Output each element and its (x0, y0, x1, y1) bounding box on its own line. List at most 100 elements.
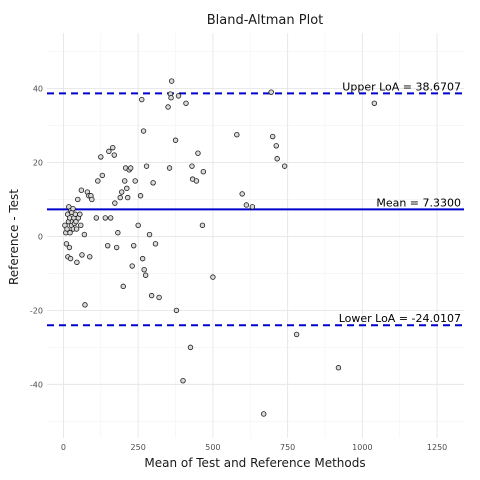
data-point (268, 89, 274, 95)
data-point (132, 178, 138, 184)
reference-line-label: Upper LoA = 38.6707 (342, 80, 461, 93)
grid (47, 33, 464, 438)
data-point (89, 196, 95, 203)
data-point (81, 231, 88, 238)
data-point (63, 241, 70, 247)
data-point (112, 200, 118, 206)
data-point (183, 100, 189, 106)
data-point (146, 231, 153, 238)
y-tick-label: -20 (30, 306, 43, 315)
data-point (117, 194, 123, 201)
data-point (172, 137, 179, 143)
data-point (243, 202, 250, 208)
data-point (150, 180, 156, 186)
data-point (66, 244, 73, 251)
data-point (67, 230, 73, 236)
x-tick-label: 1000 (352, 443, 372, 452)
data-point (78, 187, 85, 193)
data-point (139, 255, 146, 262)
data-point (74, 259, 80, 266)
chart-title: Bland-Altman Plot (207, 13, 324, 28)
data-point (87, 254, 93, 260)
data-point (249, 204, 256, 210)
data-point (125, 194, 131, 201)
data-point (281, 163, 288, 169)
data-point (273, 143, 279, 149)
data-point (156, 294, 162, 301)
reference-line-labels: Upper LoA = 38.6707 Mean = 7.3300 Lower Lo… (339, 80, 461, 325)
x-tick-label: 250 (131, 443, 146, 452)
y-tick-label: -40 (30, 380, 43, 389)
data-point (168, 78, 175, 84)
data-point (99, 172, 106, 179)
data-point (142, 272, 149, 278)
data-point (98, 154, 104, 160)
data-point (67, 255, 74, 262)
data-point (70, 205, 76, 212)
data-point (189, 163, 195, 169)
y-tick-label: 20 (33, 158, 43, 167)
data-point (82, 302, 88, 308)
x-axis-title: Mean of Test and Reference Methods (144, 456, 365, 470)
x-tick-label: 500 (205, 443, 220, 452)
data-point (293, 331, 300, 338)
data-point (210, 274, 216, 280)
data-point (193, 178, 200, 184)
data-point (195, 150, 201, 156)
data-point (173, 307, 180, 314)
data-point (102, 215, 108, 221)
y-axis-title: Reference - Test (7, 189, 21, 285)
x-tick-label: 0 (61, 443, 66, 452)
data-point (175, 93, 182, 99)
data-point (107, 215, 114, 221)
data-point (95, 178, 101, 184)
y-tick-labels: -40 -20 0 20 40 (30, 84, 43, 389)
data-point (200, 168, 207, 175)
data-point (137, 193, 144, 199)
data-point (104, 242, 111, 249)
data-point (187, 344, 194, 351)
data-point (139, 96, 145, 103)
reference-line-label: Mean = 7.3300 (376, 196, 461, 209)
data-point (73, 218, 79, 225)
data-point (64, 226, 70, 232)
data-point (113, 244, 120, 251)
data-point (78, 222, 84, 229)
data-point (135, 222, 141, 229)
data-point (140, 128, 147, 134)
reference-lines (47, 92, 464, 327)
reference-line-label: Lower LoA = -24.0107 (339, 312, 461, 325)
data-point (130, 242, 137, 249)
data-point (234, 132, 240, 138)
data-point (73, 226, 80, 232)
data-point (269, 133, 276, 140)
data-point (75, 196, 81, 203)
data-point (141, 267, 147, 273)
data-point (166, 165, 173, 171)
data-point (168, 95, 174, 101)
data-point (239, 191, 245, 197)
data-point (77, 211, 83, 217)
data-point (122, 178, 128, 184)
data-point (110, 144, 116, 151)
data-point (120, 283, 126, 290)
x-tick-labels: 0 250 500 750 1000 1250 (61, 443, 447, 452)
data-point (106, 148, 112, 155)
data-point (165, 104, 171, 110)
data-point (199, 222, 206, 229)
data-point (180, 377, 186, 384)
x-tick-label: 1250 (427, 443, 447, 452)
y-tick-label: 0 (38, 232, 43, 241)
data-point (129, 263, 135, 269)
data-point (111, 152, 117, 158)
y-tick-label: 40 (33, 84, 43, 93)
data-point (152, 241, 159, 247)
data-point (93, 215, 100, 221)
data-points (62, 78, 378, 417)
data-point (127, 165, 134, 171)
data-point (79, 252, 85, 258)
data-point (148, 292, 155, 299)
data-point (124, 185, 130, 192)
